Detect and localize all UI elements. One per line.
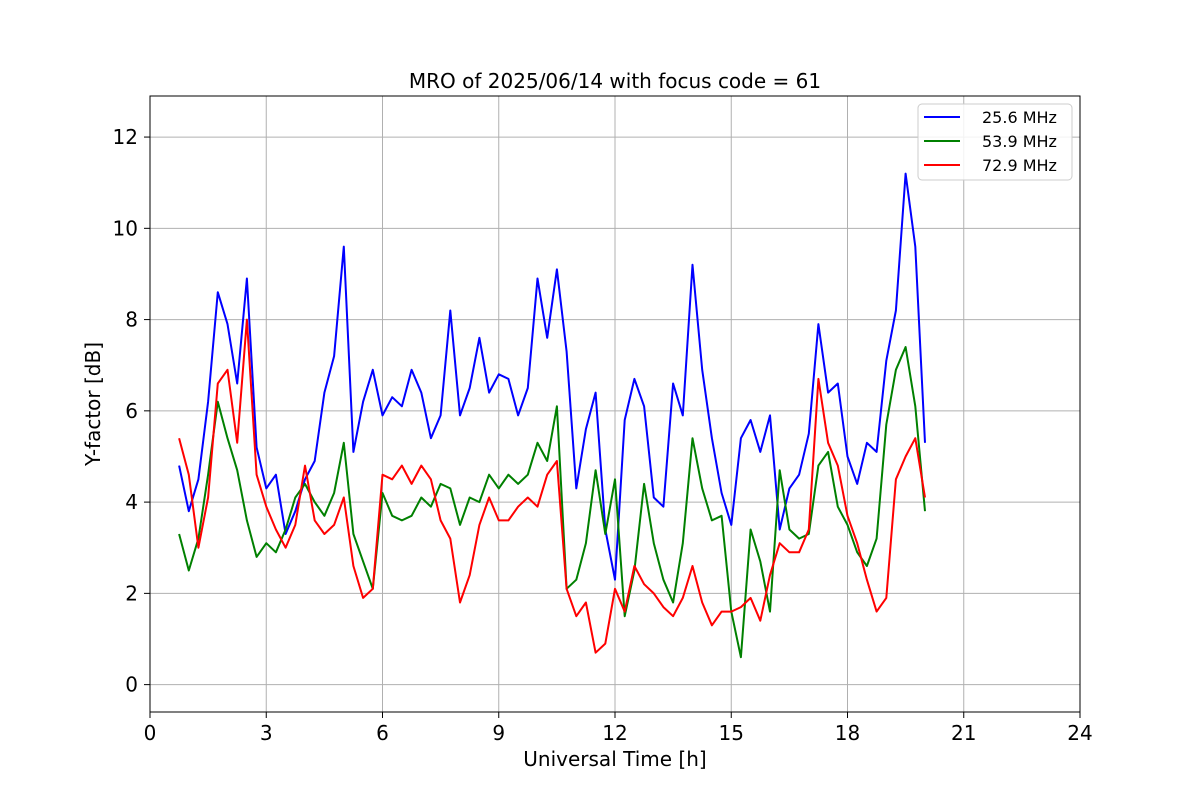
series-line-72-9-mhz	[178, 318, 926, 654]
legend-label-25-6: 25.6 MHz	[982, 108, 1057, 127]
legend-label-72-9: 72.9 MHz	[982, 156, 1057, 175]
y-tick-label: 8	[125, 308, 138, 332]
y-axis-label: Y-factor [dB]	[81, 342, 105, 467]
legend: 25.6 MHz 53.9 MHz 72.9 MHz	[917, 103, 1073, 181]
series-line-53-9-mhz	[178, 346, 926, 659]
x-tick-label: 3	[260, 721, 273, 745]
x-tick-label: 18	[835, 721, 860, 745]
y-tick-label: 0	[125, 673, 138, 697]
x-tick-label: 15	[719, 721, 744, 745]
x-tick-label: 6	[376, 721, 389, 745]
y-tick-label: 2	[125, 581, 138, 605]
y-axis-ticks: 0 2 4 6 8 10 12	[113, 125, 150, 697]
legend-label-53-9: 53.9 MHz	[982, 132, 1057, 151]
x-axis-label: Universal Time [h]	[523, 747, 706, 771]
series-layer	[178, 172, 926, 659]
x-tick-label: 9	[492, 721, 505, 745]
x-tick-label: 0	[144, 721, 157, 745]
x-tick-label: 24	[1067, 721, 1092, 745]
x-axis-ticks: 0 3 6 9 12 15 18 21 24	[144, 712, 1093, 745]
x-tick-label: 21	[951, 721, 976, 745]
chart-title: MRO of 2025/06/14 with focus code = 61	[409, 69, 821, 93]
y-tick-label: 4	[125, 490, 138, 514]
y-tick-label: 12	[113, 125, 138, 149]
x-tick-label: 12	[602, 721, 627, 745]
y-tick-label: 6	[125, 399, 138, 423]
y-tick-label: 10	[113, 216, 138, 240]
legend-frame	[917, 103, 1073, 181]
